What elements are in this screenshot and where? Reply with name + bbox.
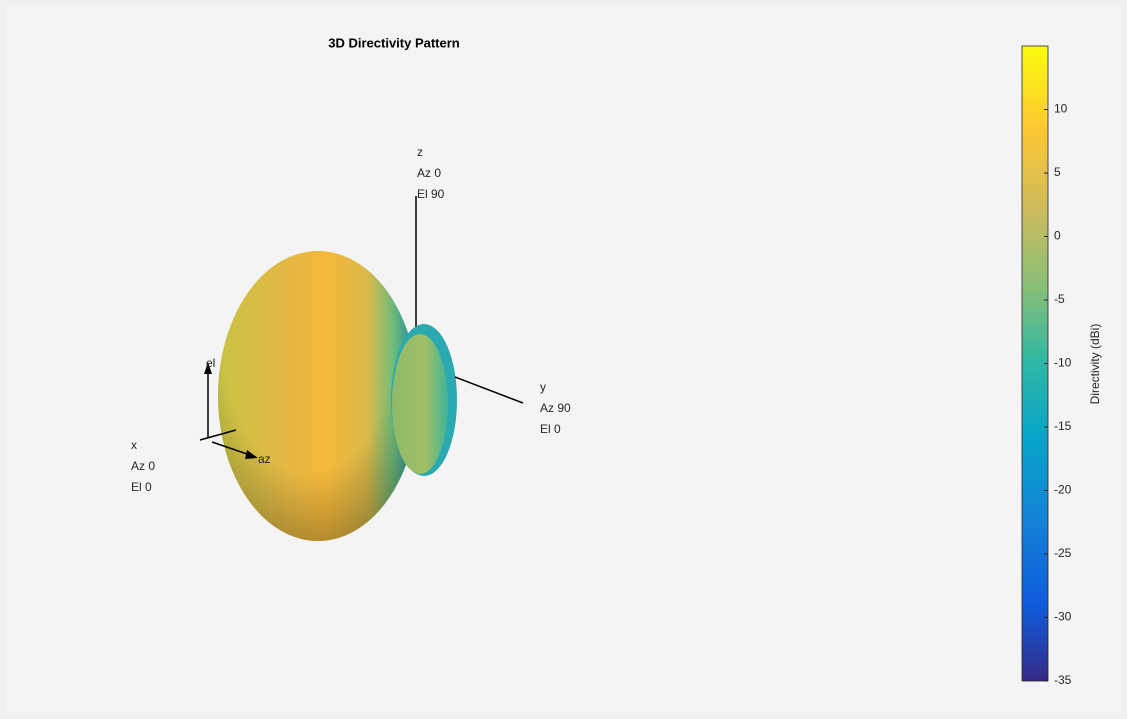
colorbar-tick-label: 5 (1054, 165, 1061, 179)
pattern-surface (199, 196, 524, 541)
colorbar-tick-label: -35 (1054, 673, 1072, 687)
main-lobe-shade (218, 251, 418, 541)
angle-label: az (258, 452, 271, 466)
axis-annotation: El 90 (417, 187, 445, 201)
colorbar-tick-label: -10 (1054, 356, 1072, 370)
y-axis (454, 376, 524, 404)
back-lobe (392, 334, 448, 474)
axis-annotation: Az 0 (131, 459, 155, 473)
axis-annotation: z (417, 145, 423, 159)
plot-background (6, 6, 1121, 713)
az-arrow (211, 441, 251, 456)
axis-annotation: x (131, 438, 137, 452)
colorbar-tick-label: 0 (1054, 229, 1061, 243)
colorbar-tick-label: -20 (1054, 483, 1072, 497)
el-arrowhead (204, 362, 212, 374)
axis-annotation: y (540, 380, 546, 394)
chart-title: 3D Directivity Pattern (328, 35, 460, 50)
colorbar-tick-label: -30 (1054, 610, 1072, 624)
colorbar-tick-label: -15 (1054, 419, 1072, 433)
colorbar-tick-label: 10 (1054, 102, 1068, 116)
axis-annotation: El 0 (131, 480, 152, 494)
colorbar-label: Directivity (dBi) (1088, 324, 1102, 405)
x-axis (199, 429, 237, 441)
axis-annotation: Az 90 (540, 401, 571, 415)
colorbar-tick-label: -25 (1054, 546, 1072, 560)
colorbar-tick-label: -5 (1054, 292, 1065, 306)
angle-label: el (206, 356, 215, 370)
az-arrowhead (245, 450, 258, 459)
axis-annotation: El 0 (540, 422, 561, 436)
axis-annotation: Az 0 (417, 166, 441, 180)
